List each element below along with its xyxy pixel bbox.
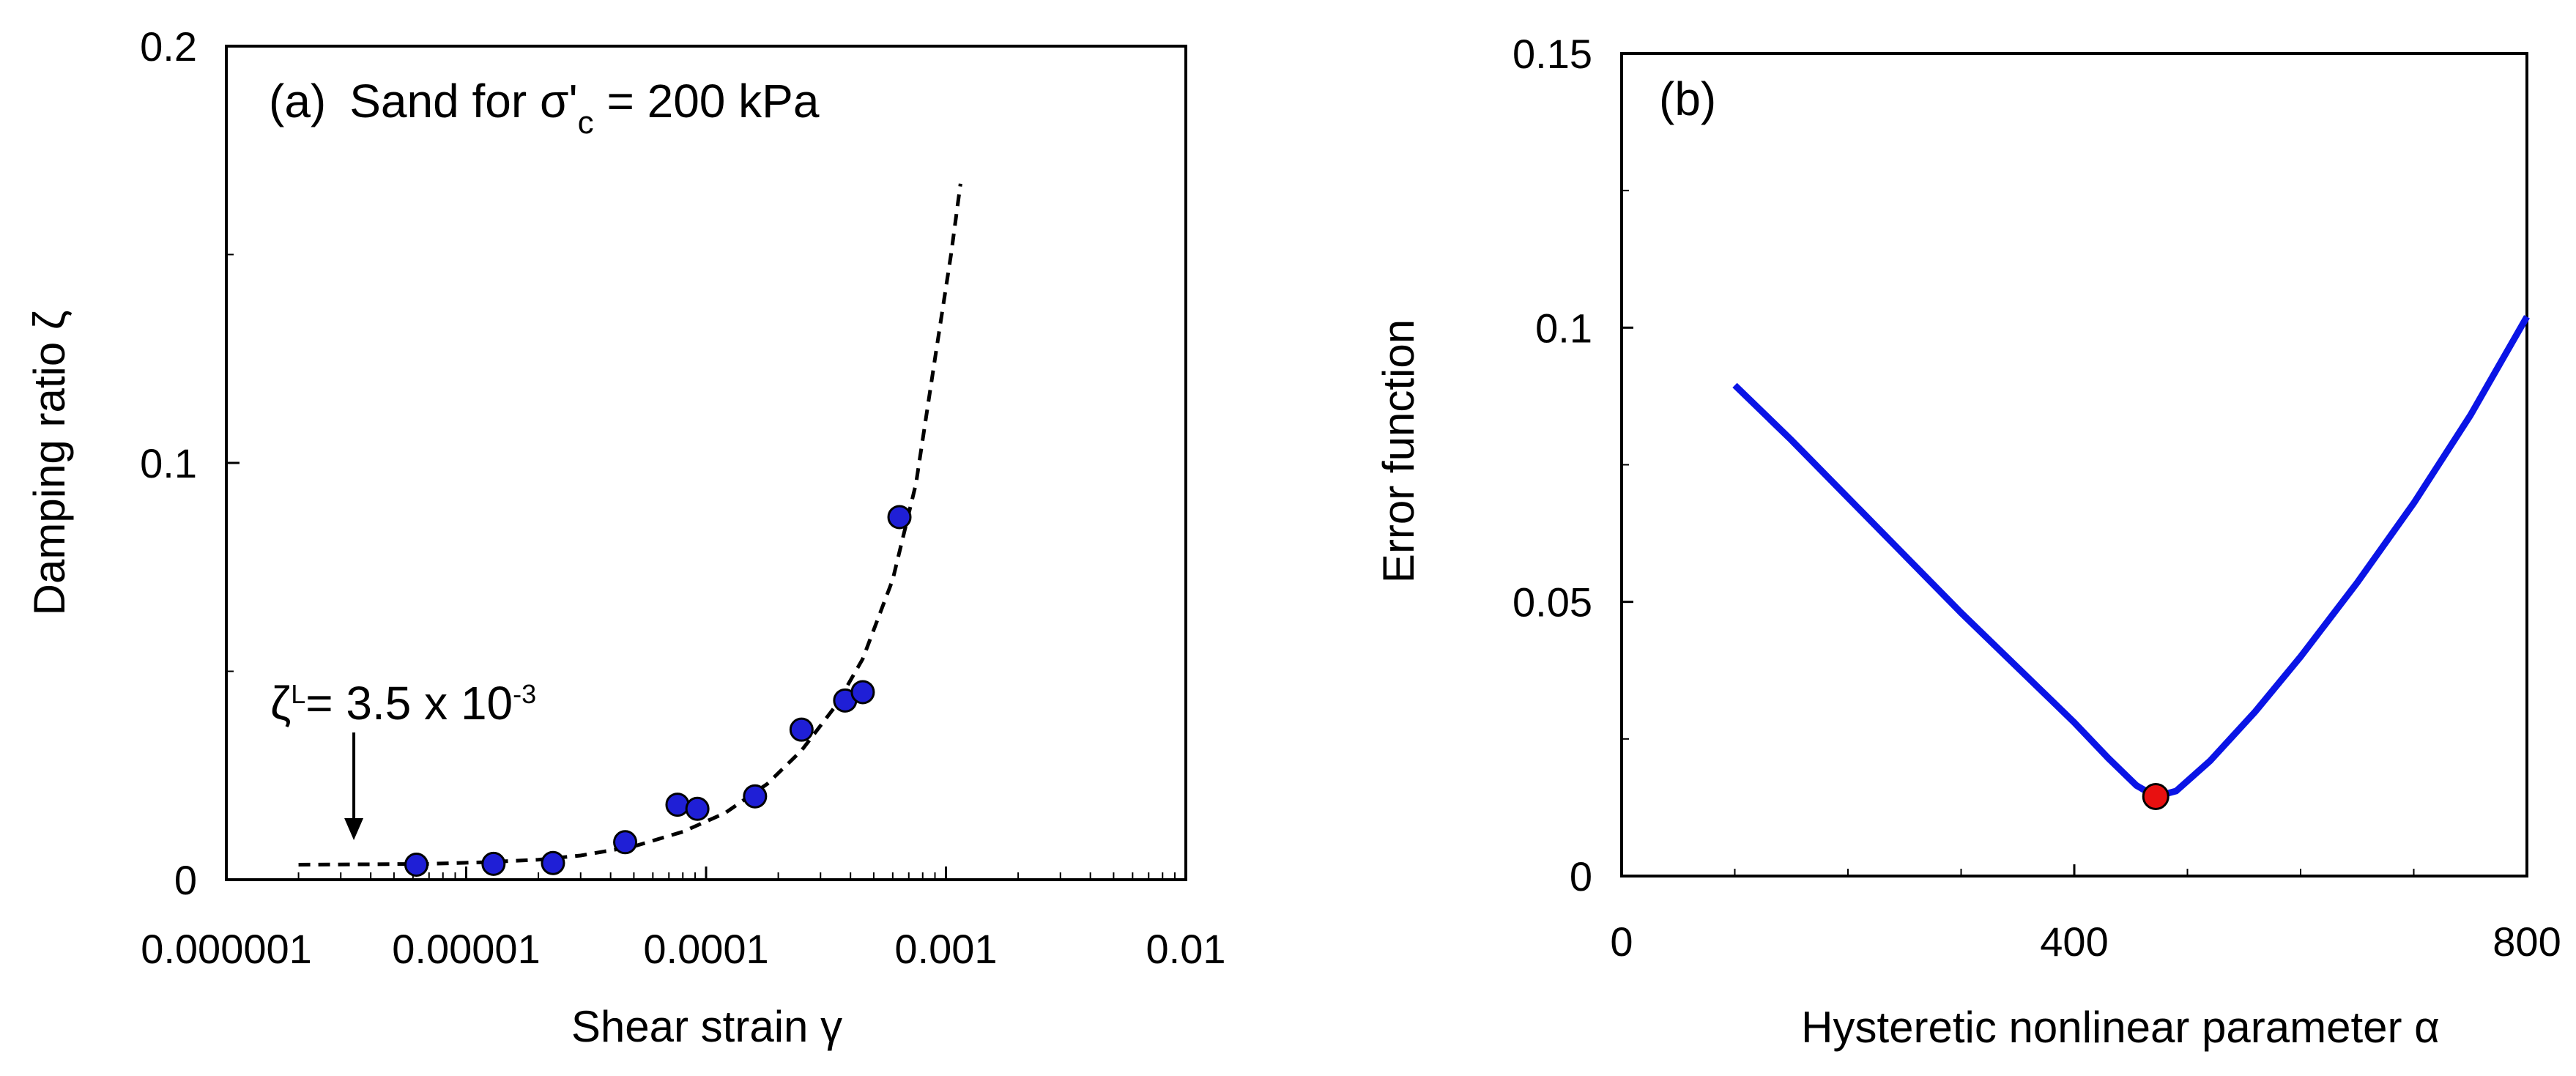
y-tick-label: 0.05 xyxy=(1512,579,1592,626)
panel-a-title: (a) Sand for σ'c = 200 kPa xyxy=(269,75,820,141)
data-point xyxy=(613,830,638,855)
x-tick-label: 0.00001 xyxy=(392,926,540,972)
panel-b-y-axis-title: Error function xyxy=(1374,319,1423,583)
y-tick-label: 0.15 xyxy=(1512,31,1592,77)
y-tick-label: 0.1 xyxy=(1535,305,1592,351)
x-tick-label: 400 xyxy=(2040,919,2108,965)
data-point xyxy=(743,784,768,809)
panel-a-plot-area xyxy=(225,45,1187,881)
data-point xyxy=(541,850,565,875)
data-point xyxy=(481,851,506,876)
panel-a-y-axis-title: Damping ratio ζ xyxy=(25,311,74,616)
data-point xyxy=(404,853,429,878)
panel-a: 0.000001 0.00001 0.0001 0.001 0.01 0 0.1 0.2 (a… xyxy=(25,23,1226,1051)
data-point xyxy=(850,680,875,705)
y-tick-label: 0.1 xyxy=(140,440,197,486)
panel-a-annotation: ζL= 3.5 x 10-3 xyxy=(270,677,536,730)
x-tick-label: 0.001 xyxy=(894,926,997,972)
panel-a-tick-labels: 0.000001 0.00001 0.0001 0.001 0.01 0 0.1 0.2 xyxy=(140,23,1225,972)
x-tick-label: 0.000001 xyxy=(141,926,312,972)
x-tick-label: 0 xyxy=(1610,919,1633,965)
data-point xyxy=(789,717,814,742)
panel-b-tick-labels: 0 400 800 0 0.05 0.1 0.15 xyxy=(1512,31,2561,965)
data-point xyxy=(665,793,690,817)
minimum-point xyxy=(2142,782,2169,810)
panel-a-ticks xyxy=(225,45,1187,881)
x-tick-label: 0.01 xyxy=(1146,926,1226,972)
panel-b-label: (b) xyxy=(1659,73,1716,125)
panel-b: 0 400 800 0 0.05 0.1 0.15 (b) Hysteretic nonli… xyxy=(1374,31,2561,1052)
panel-b-x-axis-title: Hysteretic nonlinear parameter α xyxy=(1801,1003,2440,1052)
x-tick-label: 0.0001 xyxy=(643,926,768,972)
y-tick-label: 0 xyxy=(174,857,197,903)
data-point xyxy=(887,505,912,530)
panel-a-data-points xyxy=(404,505,912,878)
panel-b-plot-area xyxy=(1620,52,2528,878)
panel-b-ticks xyxy=(1620,52,2528,878)
x-tick-label: 800 xyxy=(2493,919,2561,965)
panel-b-minimum-point xyxy=(2142,782,2169,810)
data-point xyxy=(685,796,710,821)
panel-a-annotation-arrowhead xyxy=(344,817,364,840)
y-tick-label: 0 xyxy=(1570,853,1592,899)
panel-a-x-axis-title: Shear strain γ xyxy=(571,1002,842,1051)
y-tick-label: 0.2 xyxy=(140,23,197,70)
